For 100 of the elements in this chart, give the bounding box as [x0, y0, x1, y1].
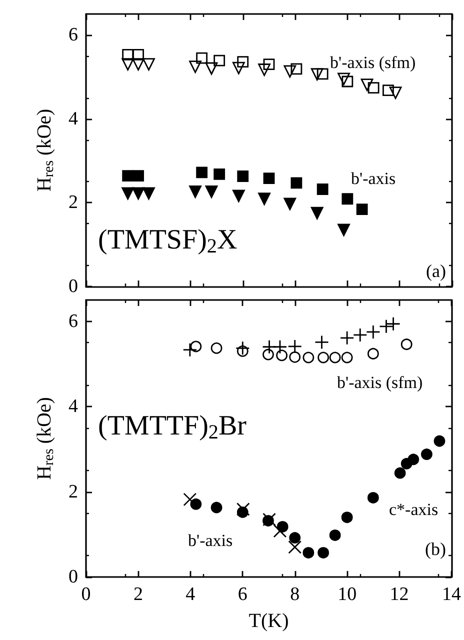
- point: [183, 492, 197, 506]
- point: [122, 58, 134, 71]
- point: [342, 193, 354, 205]
- point: [389, 86, 402, 100]
- y-axis-title: Hres (kOe): [34, 397, 57, 480]
- point: [142, 58, 155, 71]
- x-tick-label: 14: [442, 584, 462, 605]
- point: [284, 198, 296, 210]
- point: [310, 68, 324, 81]
- point: [342, 76, 354, 88]
- annotation: (a): [426, 261, 446, 281]
- point: [214, 168, 226, 180]
- point: [205, 186, 218, 198]
- point: [408, 454, 420, 466]
- point: [182, 342, 198, 358]
- point: [258, 192, 270, 206]
- annotation: b'-axis (sfm): [337, 373, 423, 392]
- annotation: (b): [425, 539, 446, 559]
- point: [367, 348, 379, 360]
- point: [272, 340, 288, 354]
- point: [189, 60, 202, 74]
- x-tick-label: 6: [238, 584, 248, 605]
- point: [237, 56, 249, 68]
- point: [338, 224, 350, 236]
- point: [289, 532, 301, 544]
- point: [122, 170, 134, 182]
- point: [232, 190, 245, 202]
- point: [366, 324, 380, 340]
- point: [262, 512, 276, 526]
- point: [341, 512, 353, 524]
- y-tick-label: 4: [68, 396, 78, 418]
- point: [237, 170, 249, 182]
- point: [316, 184, 328, 195]
- y-tick-label: 0: [68, 276, 78, 297]
- y-tick-label: 0: [68, 566, 78, 588]
- point: [262, 340, 276, 354]
- point: [394, 467, 406, 479]
- point: [382, 84, 394, 96]
- point: [329, 352, 341, 364]
- point: [205, 62, 218, 75]
- point: [210, 502, 222, 514]
- point: [290, 63, 302, 75]
- x-tick-label: 10: [338, 584, 357, 605]
- point: [360, 78, 374, 92]
- point: [273, 524, 287, 538]
- point: [340, 330, 354, 346]
- y-tick-label: 4: [68, 108, 78, 130]
- point: [338, 72, 350, 86]
- annotation: b'-axis (sfm): [330, 53, 416, 72]
- point: [302, 547, 314, 558]
- x-axis-title: T(K): [248, 610, 289, 632]
- point: [329, 530, 341, 541]
- point: [318, 547, 330, 558]
- point: [400, 338, 412, 350]
- point: [284, 65, 296, 78]
- point: [122, 187, 134, 200]
- annotation: b'-axis: [351, 169, 396, 188]
- point: [288, 339, 302, 354]
- point: [288, 540, 302, 554]
- point: [263, 172, 275, 184]
- y-tick-label: 2: [68, 481, 78, 502]
- point: [263, 58, 275, 70]
- point: [302, 352, 314, 364]
- y-tick-label: 6: [68, 24, 78, 46]
- y-tick-label: 6: [68, 310, 78, 332]
- x-tick-label: 12: [390, 584, 409, 605]
- annotation: b'-axis: [188, 531, 233, 550]
- point: [235, 340, 250, 356]
- point: [386, 316, 400, 332]
- point: [316, 68, 328, 80]
- point: [368, 82, 380, 94]
- point: [379, 319, 394, 334]
- point: [210, 342, 222, 354]
- y-axis-title: Hres (kOe): [34, 108, 57, 192]
- point: [262, 348, 274, 360]
- point: [214, 54, 226, 66]
- point: [196, 52, 208, 64]
- point: [132, 58, 144, 71]
- point: [196, 166, 208, 178]
- point: [258, 64, 270, 76]
- x-tick-label: 2: [133, 584, 143, 605]
- x-tick-label: 4: [186, 584, 196, 605]
- x-tick-label: 8: [290, 584, 300, 605]
- y-tick-label: 2: [68, 192, 78, 214]
- point: [190, 340, 202, 352]
- point: [352, 328, 368, 342]
- point: [289, 351, 301, 363]
- point: [132, 170, 144, 182]
- point: [290, 177, 302, 189]
- point: [318, 352, 330, 364]
- point: [236, 502, 250, 516]
- point: [421, 448, 432, 460]
- point: [189, 186, 202, 198]
- point: [276, 350, 288, 362]
- point: [132, 187, 144, 200]
- point: [310, 206, 324, 220]
- annotation: c*-axis: [389, 500, 438, 519]
- point: [341, 352, 353, 364]
- point: [356, 204, 368, 216]
- point: [122, 48, 134, 60]
